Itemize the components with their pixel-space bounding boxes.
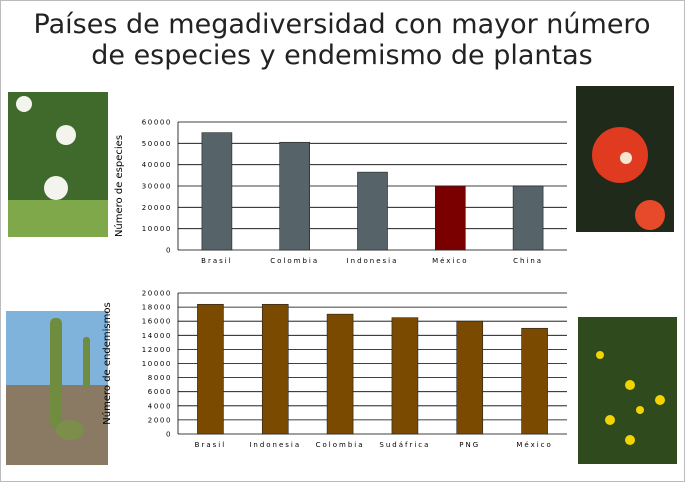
- photo: [6, 311, 108, 465]
- y-tick-label: 50000: [142, 140, 172, 148]
- y-tick-label: 0: [166, 247, 172, 255]
- y-axis-label: Número de especies: [113, 135, 125, 237]
- title: de especies y endemismo de plantas: [91, 40, 593, 71]
- x-tick-label: México: [516, 441, 552, 449]
- y-tick-label: 20000: [142, 204, 172, 212]
- bar: [326, 313, 354, 435]
- photo: [576, 86, 674, 232]
- y-tick-label: 4000: [148, 402, 172, 410]
- y-tick-label: 0: [166, 431, 172, 439]
- y-tick-label: 30000: [142, 183, 172, 191]
- bar: [197, 303, 224, 435]
- bar: [201, 132, 233, 251]
- y-tick-label: 8000: [148, 374, 172, 382]
- y-tick-label: 2000: [148, 416, 172, 424]
- bar: [456, 320, 484, 435]
- bar: [521, 327, 548, 435]
- y-tick-label: 14000: [142, 332, 172, 340]
- photo: [578, 317, 677, 464]
- x-tick-label: China: [513, 257, 543, 265]
- bar: [279, 141, 311, 251]
- x-tick-label: Sudáfrica: [379, 441, 430, 449]
- x-tick-label: PNG: [459, 441, 480, 449]
- y-tick-label: 20000: [142, 290, 172, 298]
- y-axis-label: Número de endemismos: [101, 302, 113, 424]
- title: Países de megadiversidad con mayor númer…: [34, 9, 651, 40]
- y-tick-label: 18000: [142, 304, 172, 312]
- y-tick-label: 12000: [142, 346, 172, 354]
- y-tick-label: 10000: [142, 225, 172, 233]
- x-tick-label: Indonesia: [249, 441, 301, 449]
- y-tick-label: 6000: [148, 388, 172, 396]
- x-tick-label: Colombia: [270, 257, 319, 265]
- x-tick-label: México: [432, 257, 468, 265]
- y-tick-label: 10000: [142, 360, 172, 368]
- x-tick-label: Brasil: [195, 441, 227, 449]
- photo: [8, 92, 108, 237]
- bar: [391, 317, 419, 435]
- x-tick-label: Colombia: [316, 441, 365, 449]
- y-tick-label: 16000: [142, 318, 172, 326]
- y-tick-label: 40000: [142, 161, 172, 169]
- bar: [434, 185, 466, 251]
- x-tick-label: Brasil: [201, 257, 233, 265]
- y-tick-label: 60000: [142, 119, 172, 127]
- bar: [512, 185, 544, 251]
- x-tick-label: Indonesia: [347, 257, 399, 265]
- bar: [357, 171, 388, 251]
- bar: [261, 303, 289, 435]
